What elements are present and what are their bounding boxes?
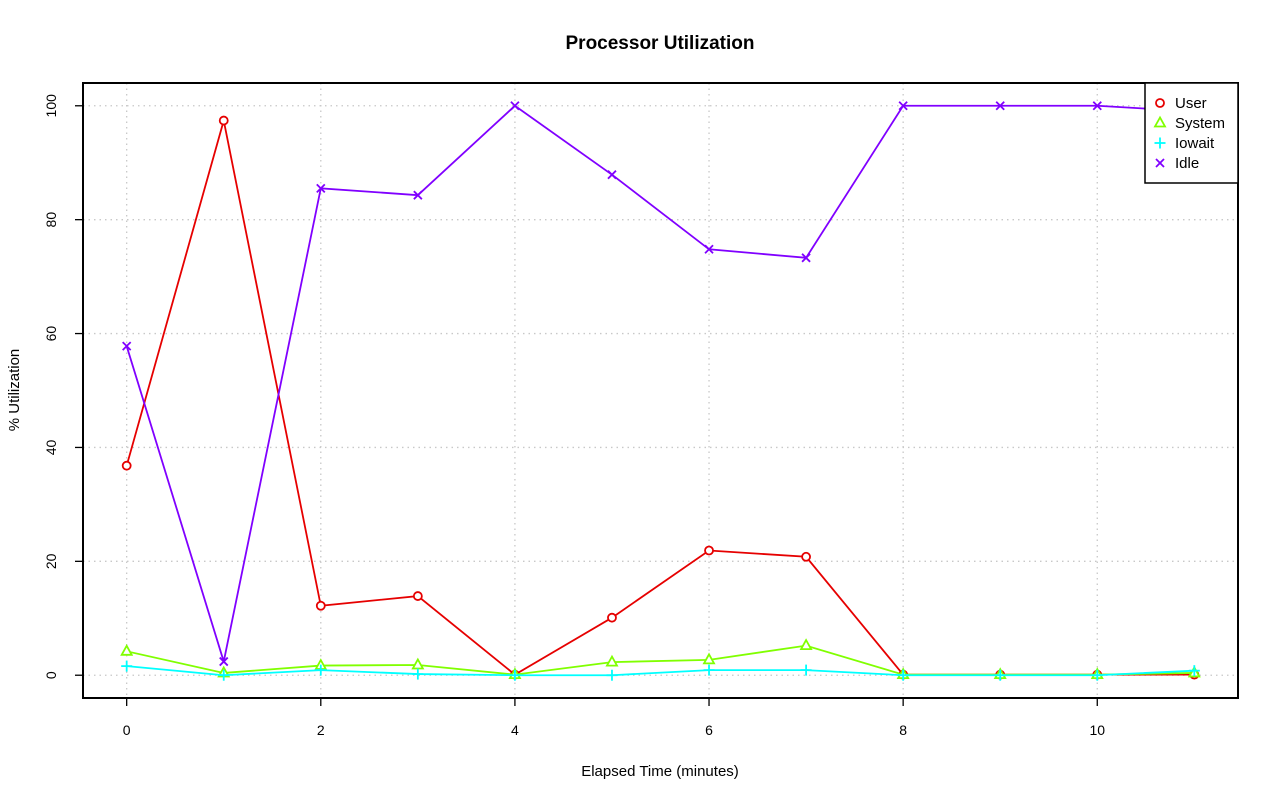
data-point-user	[218, 115, 229, 126]
data-point-user	[704, 545, 714, 556]
series-idle	[122, 101, 1199, 667]
data-point-iowait	[509, 669, 521, 681]
y-tick-label: 80	[43, 212, 59, 228]
legend-item-iowait: Iowait	[1154, 135, 1215, 152]
x-tick-label: 4	[511, 722, 519, 738]
data-point-iowait	[606, 669, 618, 681]
legend-item-idle: Idle	[1155, 155, 1199, 172]
data-point-user	[607, 612, 617, 623]
data-point-iowait	[994, 669, 1006, 681]
data-point-iowait	[315, 664, 327, 676]
data-point-iowait	[1188, 665, 1200, 677]
y-tick-label: 60	[43, 326, 59, 342]
series-line-idle	[125, 104, 1195, 662]
data-point-iowait	[1091, 669, 1103, 681]
y-tick-label: 40	[43, 439, 59, 455]
data-point-iowait	[218, 669, 230, 681]
legend-marker-idle	[1155, 158, 1165, 168]
data-point-iowait	[800, 664, 812, 676]
x-tick-label: 10	[1089, 722, 1105, 738]
x-tick-label: 0	[123, 722, 131, 738]
legend-label-user: User	[1175, 95, 1207, 112]
series-iowait	[121, 660, 1200, 681]
series-line-user	[125, 120, 1195, 676]
y-axis: 0 20 40 60 80 100	[43, 94, 83, 679]
legend-marker-iowait	[1154, 137, 1166, 149]
data-point-user	[121, 460, 132, 471]
data-point-idle	[413, 190, 423, 200]
series-layer	[120, 101, 1201, 681]
legend-label-idle: Idle	[1175, 155, 1199, 172]
x-axis: 0 2 4 6 8 10	[123, 697, 1105, 738]
legend-item-system: System	[1153, 115, 1225, 132]
plot-frame	[82, 82, 1239, 699]
y-axis-label: % Utilization	[6, 349, 23, 432]
grid-lines	[83, 83, 1238, 698]
data-point-idle	[122, 341, 132, 351]
data-point-user	[412, 591, 423, 601]
series-user	[121, 115, 1200, 680]
y-tick-label: 0	[43, 671, 59, 679]
series-line-iowait	[126, 665, 1195, 677]
data-point-idle	[219, 656, 229, 667]
y-tick-label: 20	[43, 553, 59, 569]
data-point-system	[605, 654, 619, 667]
data-point-user	[801, 551, 811, 562]
data-point-iowait	[703, 664, 715, 676]
data-point-iowait	[897, 669, 909, 681]
legend-marker-user	[1155, 98, 1165, 108]
series-line-system	[126, 644, 1195, 676]
data-point-idle	[995, 101, 1005, 111]
data-point-iowait	[412, 668, 424, 680]
legend-item-user: User	[1155, 95, 1207, 112]
data-point-idle	[316, 183, 326, 193]
data-point-idle	[704, 244, 714, 254]
data-point-idle	[607, 170, 617, 180]
data-point-user	[315, 600, 326, 611]
chart-title: Processor Utilization	[566, 33, 755, 54]
data-point-system	[702, 652, 716, 665]
legend-label-system: System	[1175, 115, 1225, 132]
legend-marker-system	[1153, 115, 1167, 128]
x-tick-label: 2	[317, 722, 325, 738]
data-point-system	[799, 638, 813, 651]
data-point-idle	[510, 101, 520, 111]
legend-label-iowait: Iowait	[1175, 135, 1215, 152]
data-point-idle	[801, 253, 811, 263]
legend: User System Iowait Idle	[1144, 82, 1239, 184]
x-tick-label: 6	[705, 722, 713, 738]
data-point-system	[411, 657, 425, 670]
x-tick-label: 8	[899, 722, 907, 738]
data-point-idle	[898, 101, 908, 111]
data-point-system	[120, 643, 134, 656]
x-axis-label: Elapsed Time (minutes)	[581, 763, 739, 780]
y-tick-label: 100	[43, 94, 59, 118]
data-point-iowait	[121, 660, 133, 672]
data-point-idle	[1092, 101, 1102, 111]
